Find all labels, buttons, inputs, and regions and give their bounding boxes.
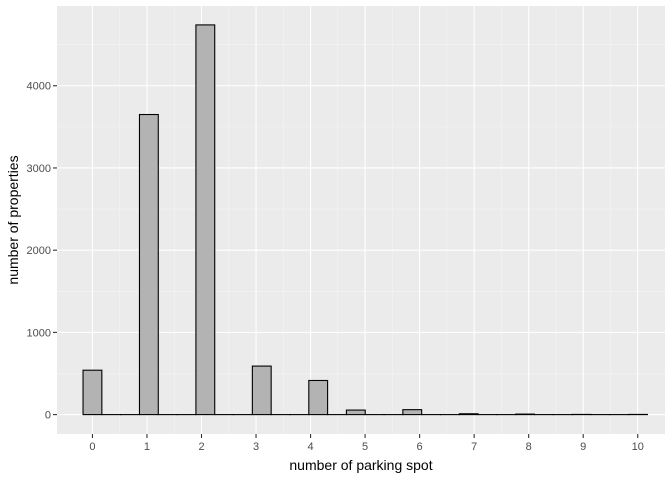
x-tick-label: 7: [471, 441, 477, 453]
x-tick-label: 10: [632, 441, 644, 453]
x-tick-label: 0: [89, 441, 95, 453]
x-tick-label: 6: [417, 441, 423, 453]
x-tick-label: 2: [198, 441, 204, 453]
histogram-bar: [251, 365, 272, 416]
x-tick-label: 5: [362, 441, 368, 453]
histogram-bar: [345, 409, 366, 416]
y-tick-label: 3000: [27, 163, 51, 175]
x-axis-ticks: 0 1 2 3 4 5 6 7 8 9 10: [89, 434, 644, 453]
x-tick-label: 3: [253, 441, 259, 453]
x-tick-label: 4: [307, 441, 313, 453]
histogram-bar: [138, 113, 159, 416]
histogram-bar: [402, 409, 423, 416]
histogram-bar: [308, 379, 329, 416]
y-tick-label: 1000: [27, 327, 51, 339]
histogram-bar: [195, 24, 216, 416]
bars: [82, 24, 648, 416]
x-tick-label: 1: [144, 441, 150, 453]
histogram-bar: [458, 413, 479, 416]
y-tick-label: 0: [45, 410, 51, 422]
x-tick-label: 9: [580, 441, 586, 453]
histogram-bar: [82, 369, 103, 416]
minor-gridlines: [57, 6, 665, 434]
y-axis-title: number of properties: [5, 155, 21, 284]
x-axis-title: number of parking spot: [289, 457, 432, 473]
y-tick-label: 2000: [27, 245, 51, 257]
x-tick-label: 8: [526, 441, 532, 453]
y-tick-label: 4000: [27, 81, 51, 93]
y-axis-ticks: 0 1000 2000 3000 4000: [27, 81, 57, 422]
